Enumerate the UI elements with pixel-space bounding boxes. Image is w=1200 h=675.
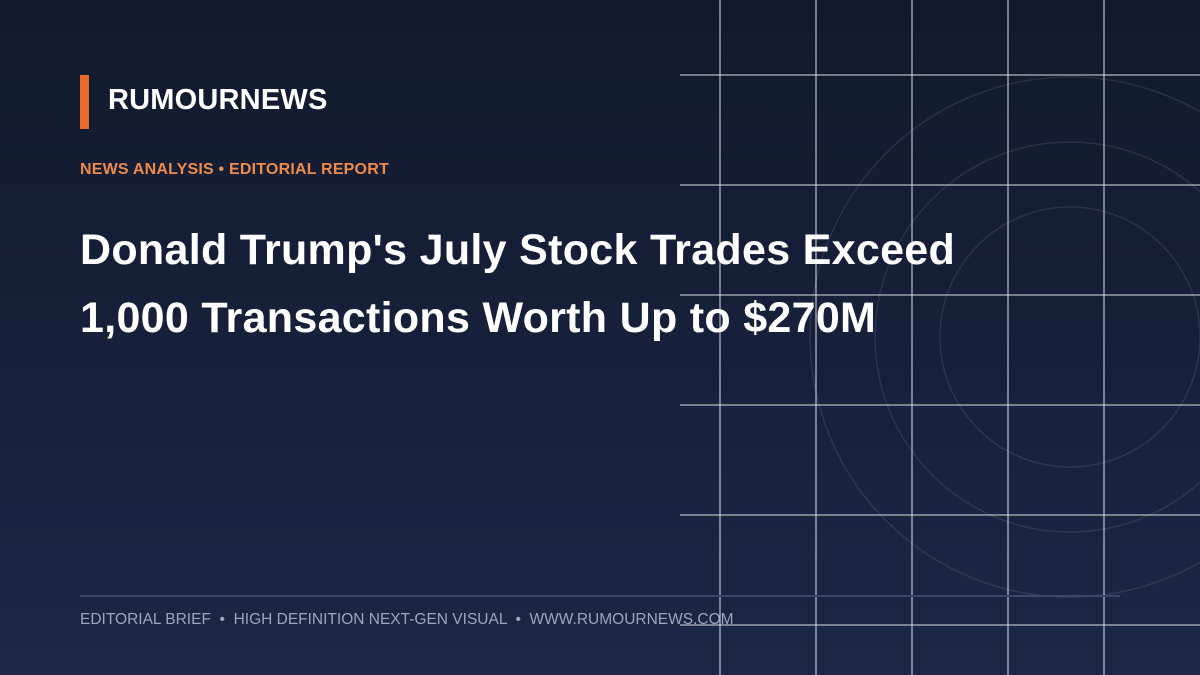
headline: Donald Trump's July Stock Trades Exceed … — [80, 216, 955, 352]
headline-line: 1,000 Transactions Worth Up to $270M — [80, 294, 877, 342]
brand: RUMOURNEWS — [108, 84, 328, 116]
accent-bar — [80, 75, 89, 129]
kicker: NEWS ANALYSIS • EDITORIAL REPORT — [80, 161, 389, 178]
footer: EDITORIAL BRIEF • HIGH DEFINITION NEXT-G… — [80, 611, 734, 628]
headline-line: Donald Trump's July Stock Trades Exceed — [80, 226, 956, 274]
